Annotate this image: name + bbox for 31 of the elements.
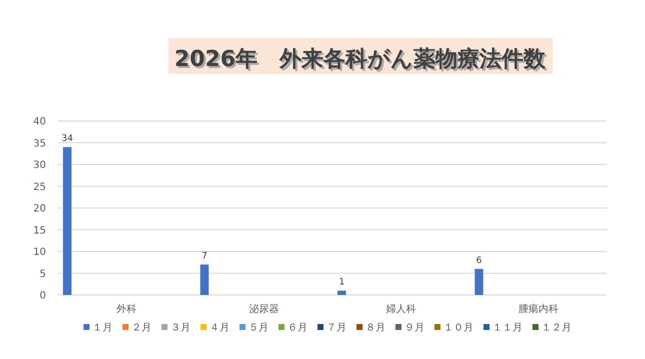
y-tick-label: 25 — [33, 182, 46, 193]
y-tick-label: 20 — [33, 204, 46, 214]
chart-title: 2026年 外来各科がん薬物療法件数 — [176, 48, 549, 74]
y-tick-label: 5 — [40, 268, 46, 280]
legend-label: ４月 — [210, 322, 230, 334]
x-tick-label: 腫瘍内科 — [518, 303, 558, 315]
legend-label: ９月 — [404, 322, 424, 334]
legend-label: ８月 — [366, 322, 386, 334]
data-label: 7 — [202, 252, 208, 262]
y-tick-label: 40 — [33, 116, 46, 128]
y-tick-label: 35 — [33, 138, 46, 150]
legend-label: ７月 — [326, 322, 346, 334]
legend-label: １０月 — [444, 322, 474, 334]
legend-label: ６月 — [288, 322, 308, 334]
data-label: 6 — [476, 256, 482, 266]
legend-label: ２月 — [132, 322, 152, 334]
x-tick-label: 外科 — [116, 303, 137, 315]
data-label: 1 — [338, 278, 345, 288]
legend-label: １月 — [92, 322, 112, 334]
x-tick-label: 婦人科 — [386, 303, 416, 315]
y-tick-label: 30 — [33, 160, 46, 171]
y-tick-label: 0 — [40, 290, 46, 302]
legend-label: ３月 — [170, 322, 190, 334]
legend-label: １２月 — [542, 322, 572, 334]
title: 2026年 外来各科がん薬物療法件数 — [168, 38, 553, 74]
x-tick-label: 泌尿器 — [248, 303, 279, 315]
legend-label: １１月 — [492, 322, 522, 334]
legend-label: ５月 — [248, 322, 268, 334]
data-label: 34 — [62, 134, 74, 144]
y-tick-label: 10 — [33, 247, 46, 258]
y-tick-label: 15 — [33, 225, 46, 236]
